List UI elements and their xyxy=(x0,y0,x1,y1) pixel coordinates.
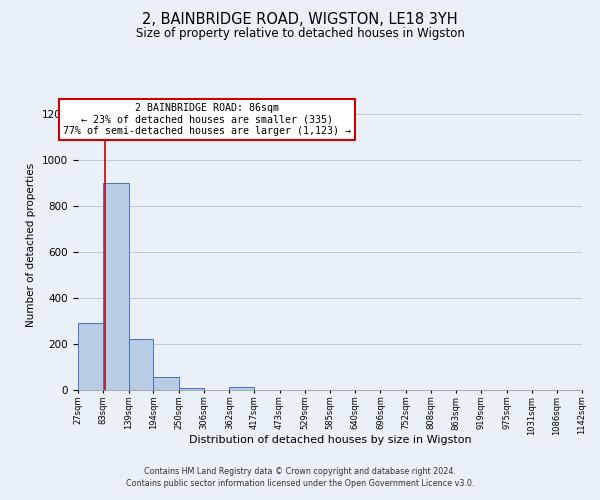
Bar xyxy=(103,183,128,390)
Text: Contains HM Land Registry data © Crown copyright and database right 2024.: Contains HM Land Registry data © Crown c… xyxy=(144,467,456,476)
Text: 2 BAINBRIDGE ROAD: 86sqm
← 23% of detached houses are smaller (335)
77% of semi-: 2 BAINBRIDGE ROAD: 86sqm ← 23% of detach… xyxy=(62,103,350,136)
Bar xyxy=(229,387,254,390)
Bar xyxy=(179,388,204,390)
Bar xyxy=(78,324,103,390)
Text: 2, BAINBRIDGE ROAD, WIGSTON, LE18 3YH: 2, BAINBRIDGE ROAD, WIGSTON, LE18 3YH xyxy=(142,12,458,28)
Bar xyxy=(154,378,179,390)
Text: Size of property relative to detached houses in Wigston: Size of property relative to detached ho… xyxy=(136,28,464,40)
Text: Contains public sector information licensed under the Open Government Licence v3: Contains public sector information licen… xyxy=(126,478,474,488)
Y-axis label: Number of detached properties: Number of detached properties xyxy=(26,163,37,327)
Text: Distribution of detached houses by size in Wigston: Distribution of detached houses by size … xyxy=(188,435,472,445)
Bar xyxy=(128,340,154,390)
